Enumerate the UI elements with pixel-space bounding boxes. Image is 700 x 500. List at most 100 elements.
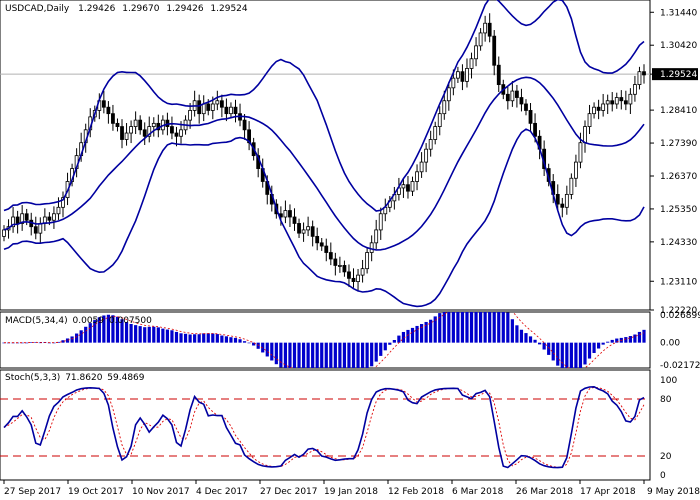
candle: [456, 66, 460, 83]
macd-bar: [247, 342, 251, 344]
date-tick-label: 27 Dec 2017: [260, 487, 318, 497]
candle: [433, 121, 438, 145]
macd-bar: [111, 315, 115, 343]
candle: [524, 99, 528, 116]
price-tick-label: 1.30420: [660, 41, 697, 51]
candle: [401, 178, 406, 198]
candle: [219, 94, 224, 118]
macd-bar: [165, 329, 170, 343]
candle: [406, 175, 410, 199]
macd-bar: [401, 331, 406, 343]
macd-bar: [492, 312, 496, 343]
candle: [642, 64, 646, 84]
macd-bar: [292, 342, 297, 368]
macd-bar: [610, 339, 614, 343]
macd-bar: [324, 342, 328, 368]
candle: [52, 206, 56, 229]
macd-bar: [320, 342, 324, 368]
macd-bar: [578, 342, 583, 368]
macd-bar: [279, 342, 283, 368]
macd-bar: [615, 338, 619, 343]
macd-bar: [75, 333, 79, 343]
macd-bar: [25, 342, 29, 344]
macd-bar: [256, 342, 260, 349]
price-tick-label: 1.29524: [660, 70, 697, 80]
macd-bar: [365, 342, 369, 368]
macd-bar: [351, 342, 356, 368]
macd-bar: [497, 312, 501, 343]
macd-bar: [379, 342, 383, 356]
price-tick-label: 1.26370: [660, 172, 697, 182]
macd-bar: [97, 317, 101, 343]
candle: [315, 227, 320, 251]
macd-bar: [415, 325, 419, 343]
candle: [469, 52, 474, 79]
candle: [138, 115, 143, 135]
macd-bar: [488, 312, 492, 343]
price-tick-label: 1.23110: [660, 277, 697, 287]
macd-bar: [533, 339, 537, 343]
stoch-title: Stoch(5,3,3) 71.8620 59.4869: [5, 373, 145, 383]
macd-bar: [628, 336, 632, 343]
candle: [124, 123, 129, 146]
macd-bar: [315, 342, 319, 368]
candle: [106, 101, 111, 124]
macd-bar: [261, 342, 265, 353]
date-tick-label: 10 Nov 2017: [132, 487, 190, 497]
chart-title: USDCAD,Daily 1.29426 1.29670 1.29426 1.2…: [5, 4, 248, 14]
stoch-signal-line: [3, 386, 645, 468]
stoch-tick-label: 20: [660, 452, 672, 462]
macd-tick-label: -0.021729: [660, 361, 700, 371]
macd-tick-label: 0.00: [660, 339, 680, 349]
macd-bar: [547, 342, 551, 355]
date-tick-label: 12 Feb 2018: [388, 487, 444, 497]
candle: [419, 152, 424, 178]
candle: [374, 219, 379, 249]
candle: [428, 130, 433, 157]
macd-bar: [143, 327, 147, 343]
candle: [61, 191, 65, 218]
price-pane: [0, 0, 651, 311]
stoch-pane: [0, 369, 651, 481]
macd-bar: [360, 342, 365, 368]
macd-bar: [438, 313, 442, 343]
macd-bar: [265, 342, 269, 357]
macd-bar: [592, 342, 596, 353]
macd-bar: [229, 337, 233, 343]
macd-bar: [442, 312, 446, 343]
macd-bar: [224, 336, 229, 343]
macd-bar: [242, 341, 247, 343]
macd-bar: [102, 315, 106, 343]
candle: [519, 88, 524, 112]
macd-bar: [583, 342, 587, 365]
candle: [601, 93, 606, 117]
macd-bar: [601, 342, 605, 345]
date-tick-label: 6 Mar 2018: [452, 487, 504, 497]
candle: [242, 113, 247, 140]
macd-bar: [61, 340, 65, 343]
macd-bar: [501, 312, 505, 343]
macd-bar: [301, 342, 306, 368]
candle: [188, 103, 192, 129]
macd-bar: [134, 325, 138, 343]
macd-bar: [392, 340, 396, 343]
price-tick-label: 1.28410: [660, 106, 697, 116]
candle: [147, 116, 152, 143]
candle: [637, 66, 642, 90]
macd-bar: [333, 342, 337, 368]
macd-bar: [161, 328, 165, 343]
candle: [633, 75, 637, 102]
candle: [623, 90, 628, 111]
macd-bar: [478, 312, 483, 343]
candle: [619, 90, 624, 110]
date-tick-label: 17 Apr 2018: [580, 487, 636, 497]
current-price-badge: [652, 68, 698, 81]
macd-bar: [115, 316, 120, 343]
macd-bar: [642, 329, 646, 343]
macd-bar: [356, 342, 360, 368]
macd-bar: [183, 333, 188, 343]
stoch-tick-label: 100: [660, 376, 677, 386]
candle: [510, 81, 515, 107]
macd-bar: [406, 329, 410, 343]
candle: [505, 86, 510, 110]
